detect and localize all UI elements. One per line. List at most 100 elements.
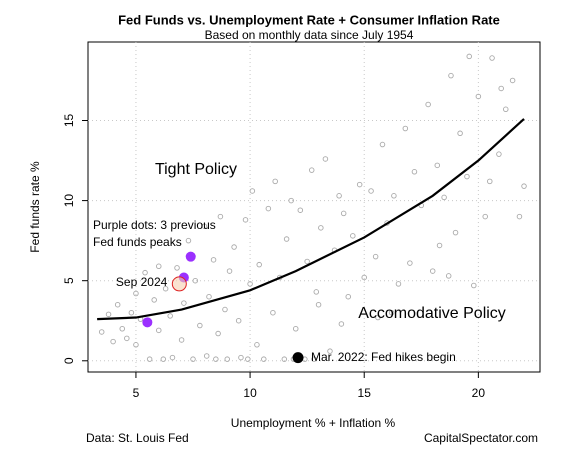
data-point <box>411 169 418 175</box>
data-point <box>379 141 386 148</box>
data-point <box>231 244 237 250</box>
data-point <box>270 309 276 316</box>
y-tick-label: 15 <box>62 114 76 128</box>
data-point <box>162 285 169 292</box>
data-point <box>402 125 409 132</box>
data-point <box>315 301 322 308</box>
peaks-note: Purple dots: 3 previous <box>93 218 216 232</box>
data-point <box>445 273 452 279</box>
data-point <box>128 309 135 316</box>
data-point <box>192 277 199 284</box>
data-point <box>375 314 381 321</box>
x-tick-label: 10 <box>243 386 257 400</box>
data-point <box>254 342 260 348</box>
data-point <box>388 309 395 316</box>
data-point <box>215 330 221 337</box>
chart-subtitle: Based on monthly data since July 1954 <box>205 28 414 42</box>
data-point <box>521 183 527 189</box>
data-point <box>203 353 210 359</box>
fit-curve <box>97 118 525 321</box>
data-point <box>224 356 231 362</box>
y-tick-label: 10 <box>62 194 76 208</box>
data-point <box>361 274 367 281</box>
data-point <box>441 194 447 201</box>
data-point <box>434 162 441 169</box>
data-point <box>181 300 187 306</box>
chart-title: Fed Funds vs. Unemployment Rate + Consum… <box>118 12 500 27</box>
data-point <box>407 260 413 266</box>
data-point <box>213 356 219 362</box>
data-point <box>372 253 379 260</box>
data-point <box>304 258 310 265</box>
data-point <box>318 225 324 231</box>
data-point <box>345 293 351 300</box>
credit: CapitalSpectator.com <box>424 431 538 445</box>
data-point <box>160 356 167 362</box>
data-point <box>503 106 509 113</box>
data-point <box>256 261 262 268</box>
data-point <box>429 268 436 274</box>
annotation: Tight Policy <box>155 161 237 178</box>
data-point <box>395 281 402 287</box>
data-point <box>297 207 304 213</box>
data-point <box>222 306 228 313</box>
data-point <box>391 193 397 199</box>
data-point <box>201 223 208 229</box>
y-tick-label: 5 <box>62 277 76 284</box>
data-point <box>105 311 112 318</box>
data-point <box>509 77 516 84</box>
y-axis-label: Fed funds rate % <box>28 161 42 253</box>
data-point <box>242 217 249 223</box>
data-point <box>151 297 157 303</box>
peak-point <box>185 251 196 262</box>
data-point <box>356 181 363 188</box>
sep-2024-point <box>171 276 187 292</box>
data-point <box>133 342 139 348</box>
data-point <box>261 356 267 362</box>
data-point <box>466 53 472 60</box>
data-point <box>110 338 116 345</box>
mar-2022-label: Mar. 2022: Fed hikes begin <box>311 350 456 364</box>
data-point <box>322 156 329 162</box>
data-point <box>482 213 488 220</box>
data-point <box>338 321 345 327</box>
data-point <box>156 327 162 334</box>
y-tick-label: 0 <box>62 357 76 364</box>
data-point <box>340 210 347 217</box>
data-point <box>197 322 203 329</box>
annotation: Accomodative Policy <box>358 305 506 322</box>
data-point <box>156 263 162 270</box>
data-point <box>98 329 105 335</box>
data-point <box>238 354 244 361</box>
data-point <box>190 356 196 362</box>
data-point <box>146 356 153 362</box>
data-point <box>464 173 470 180</box>
data-point <box>487 178 493 185</box>
data-point <box>114 301 121 308</box>
data-point <box>124 335 130 342</box>
plot-frame <box>87 41 541 373</box>
data-point <box>368 188 374 194</box>
mar-2022-point <box>292 352 304 364</box>
data-point <box>174 265 180 271</box>
peaks-note: Fed funds peaks <box>93 235 182 249</box>
data-point <box>249 188 256 194</box>
data-point <box>245 356 251 362</box>
x-axis-label: Unemployment % + Inflation % <box>231 416 396 430</box>
x-tick-label: 5 <box>133 386 140 400</box>
data-point <box>516 213 523 220</box>
data-point <box>272 178 278 185</box>
data-point <box>142 269 148 276</box>
data-point <box>336 193 342 199</box>
data-point <box>178 337 185 343</box>
data-point <box>496 151 502 157</box>
data-point <box>457 130 463 137</box>
data-point <box>265 205 272 212</box>
x-tick-label: 15 <box>358 386 372 400</box>
peak-point <box>142 317 153 328</box>
data-point <box>235 317 242 324</box>
data-point <box>313 289 320 295</box>
data-point <box>452 229 459 236</box>
